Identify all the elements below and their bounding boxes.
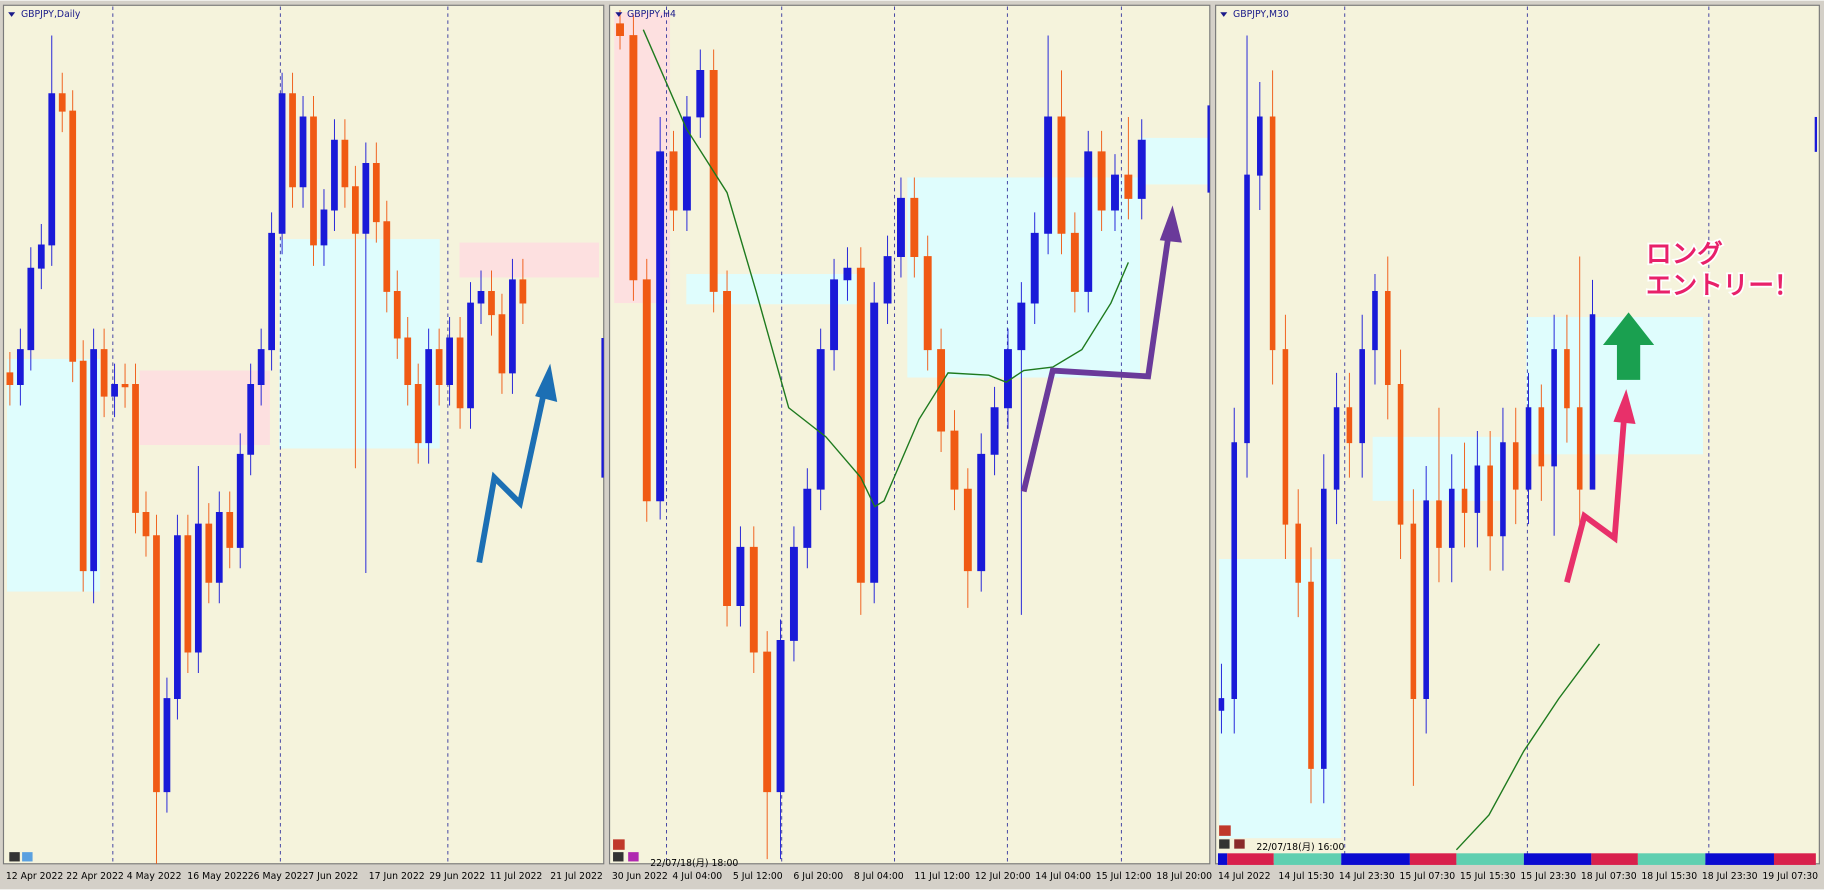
arrow-head bbox=[1159, 205, 1182, 243]
x-axis-label: 18 Jul 07:30 bbox=[1581, 871, 1637, 882]
x-axis-label: 5 Jul 12:00 bbox=[733, 871, 783, 882]
x-axis-label: 19 Jul 07:30 bbox=[1762, 871, 1818, 882]
session-bar bbox=[1217, 853, 1816, 865]
arrow-head bbox=[535, 363, 558, 402]
x-axis-label: 4 Jul 04:00 bbox=[672, 871, 722, 882]
bullish-candles bbox=[656, 35, 1146, 860]
session-segment bbox=[1591, 853, 1638, 865]
x-axis-label: 22 Apr 2022 bbox=[66, 871, 123, 882]
zone-demand bbox=[1372, 436, 1501, 501]
chart-title: GBPJPY,Daily bbox=[21, 9, 81, 20]
x-axis-label: 18 Jul 23:30 bbox=[1702, 871, 1758, 882]
session-segment bbox=[1456, 853, 1524, 865]
annotation: ロング bbox=[1646, 239, 1723, 269]
icon bbox=[22, 852, 33, 862]
session-segment bbox=[1273, 853, 1342, 865]
session-segment bbox=[1523, 853, 1592, 865]
x-axis-label: 12 Jul 20:00 bbox=[975, 871, 1031, 882]
x-axis-label: 14 Jul 15:30 bbox=[1278, 871, 1334, 882]
chart-title: GBPJPY,H4 bbox=[627, 9, 676, 20]
x-axis-label: 11 Jul 12:00 bbox=[914, 871, 970, 882]
icon bbox=[9, 852, 20, 862]
x-axis-label: 16 May 2022 bbox=[187, 871, 248, 882]
annotation: エントリー！ bbox=[1646, 271, 1799, 301]
x-axis-label: 11 Jul 2022 bbox=[490, 871, 543, 882]
x-axis-label: 18 Jul 20:00 bbox=[1156, 871, 1212, 882]
session-segment bbox=[1227, 853, 1274, 865]
x-axis-label: 14 Jul 23:30 bbox=[1339, 871, 1395, 882]
x-axis-label: 4 May 2022 bbox=[127, 871, 182, 882]
session-segment bbox=[1773, 853, 1816, 865]
arrow bbox=[476, 389, 548, 563]
session-segment bbox=[1705, 853, 1774, 865]
x-axis-label: 14 Jul 2022 bbox=[1218, 871, 1271, 882]
bearish-candles bbox=[6, 72, 527, 864]
moving-average bbox=[642, 29, 1130, 508]
up-arrow bbox=[1602, 312, 1655, 380]
icon bbox=[628, 852, 639, 862]
bearish-candles bbox=[616, 9, 1133, 860]
session-segment bbox=[1409, 853, 1457, 865]
zone-demand bbox=[1219, 559, 1342, 839]
x-axis-label: 15 Jul 12:00 bbox=[1096, 871, 1152, 882]
session-segment bbox=[1341, 853, 1410, 865]
icon bbox=[1219, 839, 1230, 849]
bullish-candles bbox=[16, 35, 516, 813]
x-axis-label: 7 Jun 2022 bbox=[308, 871, 358, 882]
arrow bbox=[1564, 419, 1627, 584]
panel-m30: ロング エントリー！ GBPJPY,M30 22/07/18(月) 16:00 bbox=[1215, 4, 1820, 865]
icon bbox=[613, 839, 625, 850]
x-axis-label: 26 May 2022 bbox=[248, 871, 309, 882]
zone-demand bbox=[1140, 137, 1208, 185]
timestamp: 22/07/18(月) 16:00 bbox=[1256, 842, 1344, 853]
x-axis-label: 15 Jul 15:30 bbox=[1460, 871, 1516, 882]
session-segment bbox=[1637, 853, 1706, 865]
x-axis-label: 8 Jul 04:00 bbox=[854, 871, 904, 882]
session-segment bbox=[1217, 853, 1228, 865]
x-axis-label: 30 Jun 2022 bbox=[612, 871, 668, 882]
x-axis-label: 17 Jun 2022 bbox=[369, 871, 425, 882]
icon bbox=[1234, 839, 1245, 849]
panel-h4: GBPJPY,H4 22/07/18(月) 18:00 bbox=[608, 4, 1211, 869]
x-axis-label: 29 Jun 2022 bbox=[429, 871, 485, 882]
menu-icon bbox=[1220, 12, 1228, 17]
x-axis-label: 15 Jul 07:30 bbox=[1399, 871, 1455, 882]
bullish-candles bbox=[1218, 35, 1596, 804]
x-axis-label: 14 Jul 04:00 bbox=[1035, 871, 1091, 882]
arrow-head bbox=[1613, 389, 1636, 425]
timestamp: 22/07/18(月) 18:00 bbox=[650, 858, 738, 869]
icon bbox=[1219, 825, 1231, 836]
x-axis-label: 15 Jul 23:30 bbox=[1520, 871, 1576, 882]
x-axis-label: 6 Jul 20:00 bbox=[793, 871, 843, 882]
x-axis-label: 18 Jul 15:30 bbox=[1641, 871, 1697, 882]
bearish-candles bbox=[1269, 70, 1583, 804]
chart-title: GBPJPY,M30 bbox=[1233, 9, 1289, 20]
moving-average bbox=[1455, 643, 1601, 851]
icon bbox=[613, 852, 624, 862]
menu-icon bbox=[615, 12, 623, 17]
zone-demand bbox=[279, 239, 440, 449]
panel-daily: GBPJPY,Daily bbox=[2, 4, 605, 865]
menu-icon bbox=[8, 12, 16, 17]
zone-supply bbox=[459, 242, 600, 278]
x-axis-label: 12 Apr 2022 bbox=[6, 871, 63, 882]
chart-area bbox=[608, 4, 1211, 865]
x-axis-label: 21 Jul 2022 bbox=[550, 871, 603, 882]
arrow bbox=[1020, 238, 1171, 493]
